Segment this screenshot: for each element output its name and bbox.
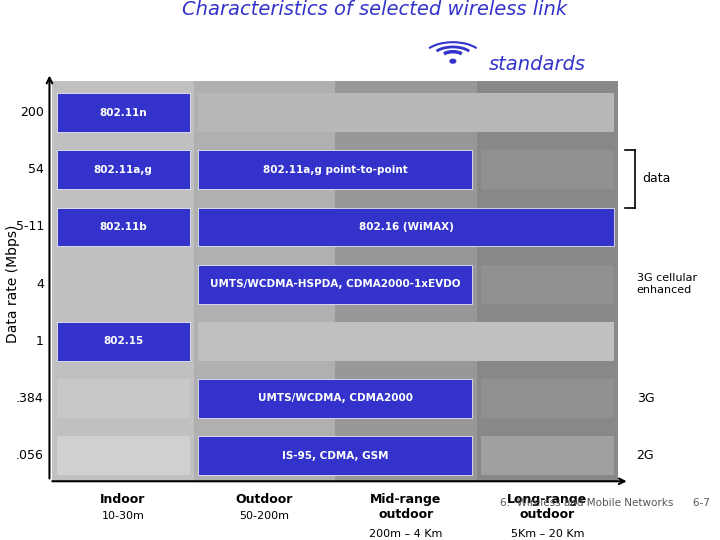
Bar [53,81,194,481]
Text: Characteristics of selected wireless link: Characteristics of selected wireless lin… [181,1,567,19]
Bar [481,265,614,303]
Text: 3G cellular
enhanced: 3G cellular enhanced [636,273,697,295]
Text: 6:  Wireless and Mobile Networks      6-7: 6: Wireless and Mobile Networks 6-7 [500,498,710,508]
Bar [481,151,614,189]
Text: 5-11: 5-11 [16,220,44,233]
Text: standards: standards [489,55,585,74]
Bar [198,379,472,418]
Text: data: data [642,172,670,185]
Text: 3G: 3G [636,392,654,405]
Bar [477,81,618,481]
Text: Outdoor: Outdoor [236,492,293,505]
Bar [481,436,614,475]
Bar [198,207,614,246]
Bar [57,207,189,246]
Text: Data rate (Mbps): Data rate (Mbps) [6,225,19,343]
Bar [57,322,189,361]
Bar [57,265,189,303]
Text: 1: 1 [36,335,44,348]
Text: 200: 200 [20,106,44,119]
Text: 802.11a,g point-to-point: 802.11a,g point-to-point [263,165,408,175]
Text: UMTS/WCDMA-HSPDA, CDMA2000-1xEVDO: UMTS/WCDMA-HSPDA, CDMA2000-1xEVDO [210,279,461,289]
Text: Long-range
outdoor: Long-range outdoor [508,492,588,521]
Text: 10-30m: 10-30m [102,511,145,521]
Text: 50-200m: 50-200m [240,511,289,521]
Text: 802.11n: 802.11n [99,107,147,118]
Bar [57,93,189,132]
Bar [336,81,477,481]
Text: 2G: 2G [636,449,654,462]
Text: 5Km – 20 Km: 5Km – 20 Km [510,529,584,539]
Text: 802.11b: 802.11b [99,222,147,232]
Bar [57,379,189,418]
Bar [198,265,472,303]
Text: IS-95, CDMA, GSM: IS-95, CDMA, GSM [282,450,389,461]
Text: .056: .056 [16,449,44,462]
Text: Indoor: Indoor [100,492,145,505]
Bar [481,379,614,418]
Text: 200m – 4 Km: 200m – 4 Km [369,529,443,539]
Bar [57,151,189,189]
Bar [198,436,472,475]
Bar [198,93,614,132]
Text: .384: .384 [16,392,44,405]
Bar [57,436,189,475]
Text: 802.15: 802.15 [103,336,143,346]
Text: 802.11a,g: 802.11a,g [94,165,153,175]
Circle shape [450,59,456,63]
Bar [198,151,472,189]
Bar [194,81,336,481]
Bar [198,322,614,361]
Text: UMTS/WCDMA, CDMA2000: UMTS/WCDMA, CDMA2000 [258,394,413,403]
Text: Mid-range
outdoor: Mid-range outdoor [370,492,441,521]
Text: 54: 54 [28,163,44,177]
Text: 802.16 (WiMAX): 802.16 (WiMAX) [359,222,454,232]
Text: 4: 4 [36,278,44,291]
